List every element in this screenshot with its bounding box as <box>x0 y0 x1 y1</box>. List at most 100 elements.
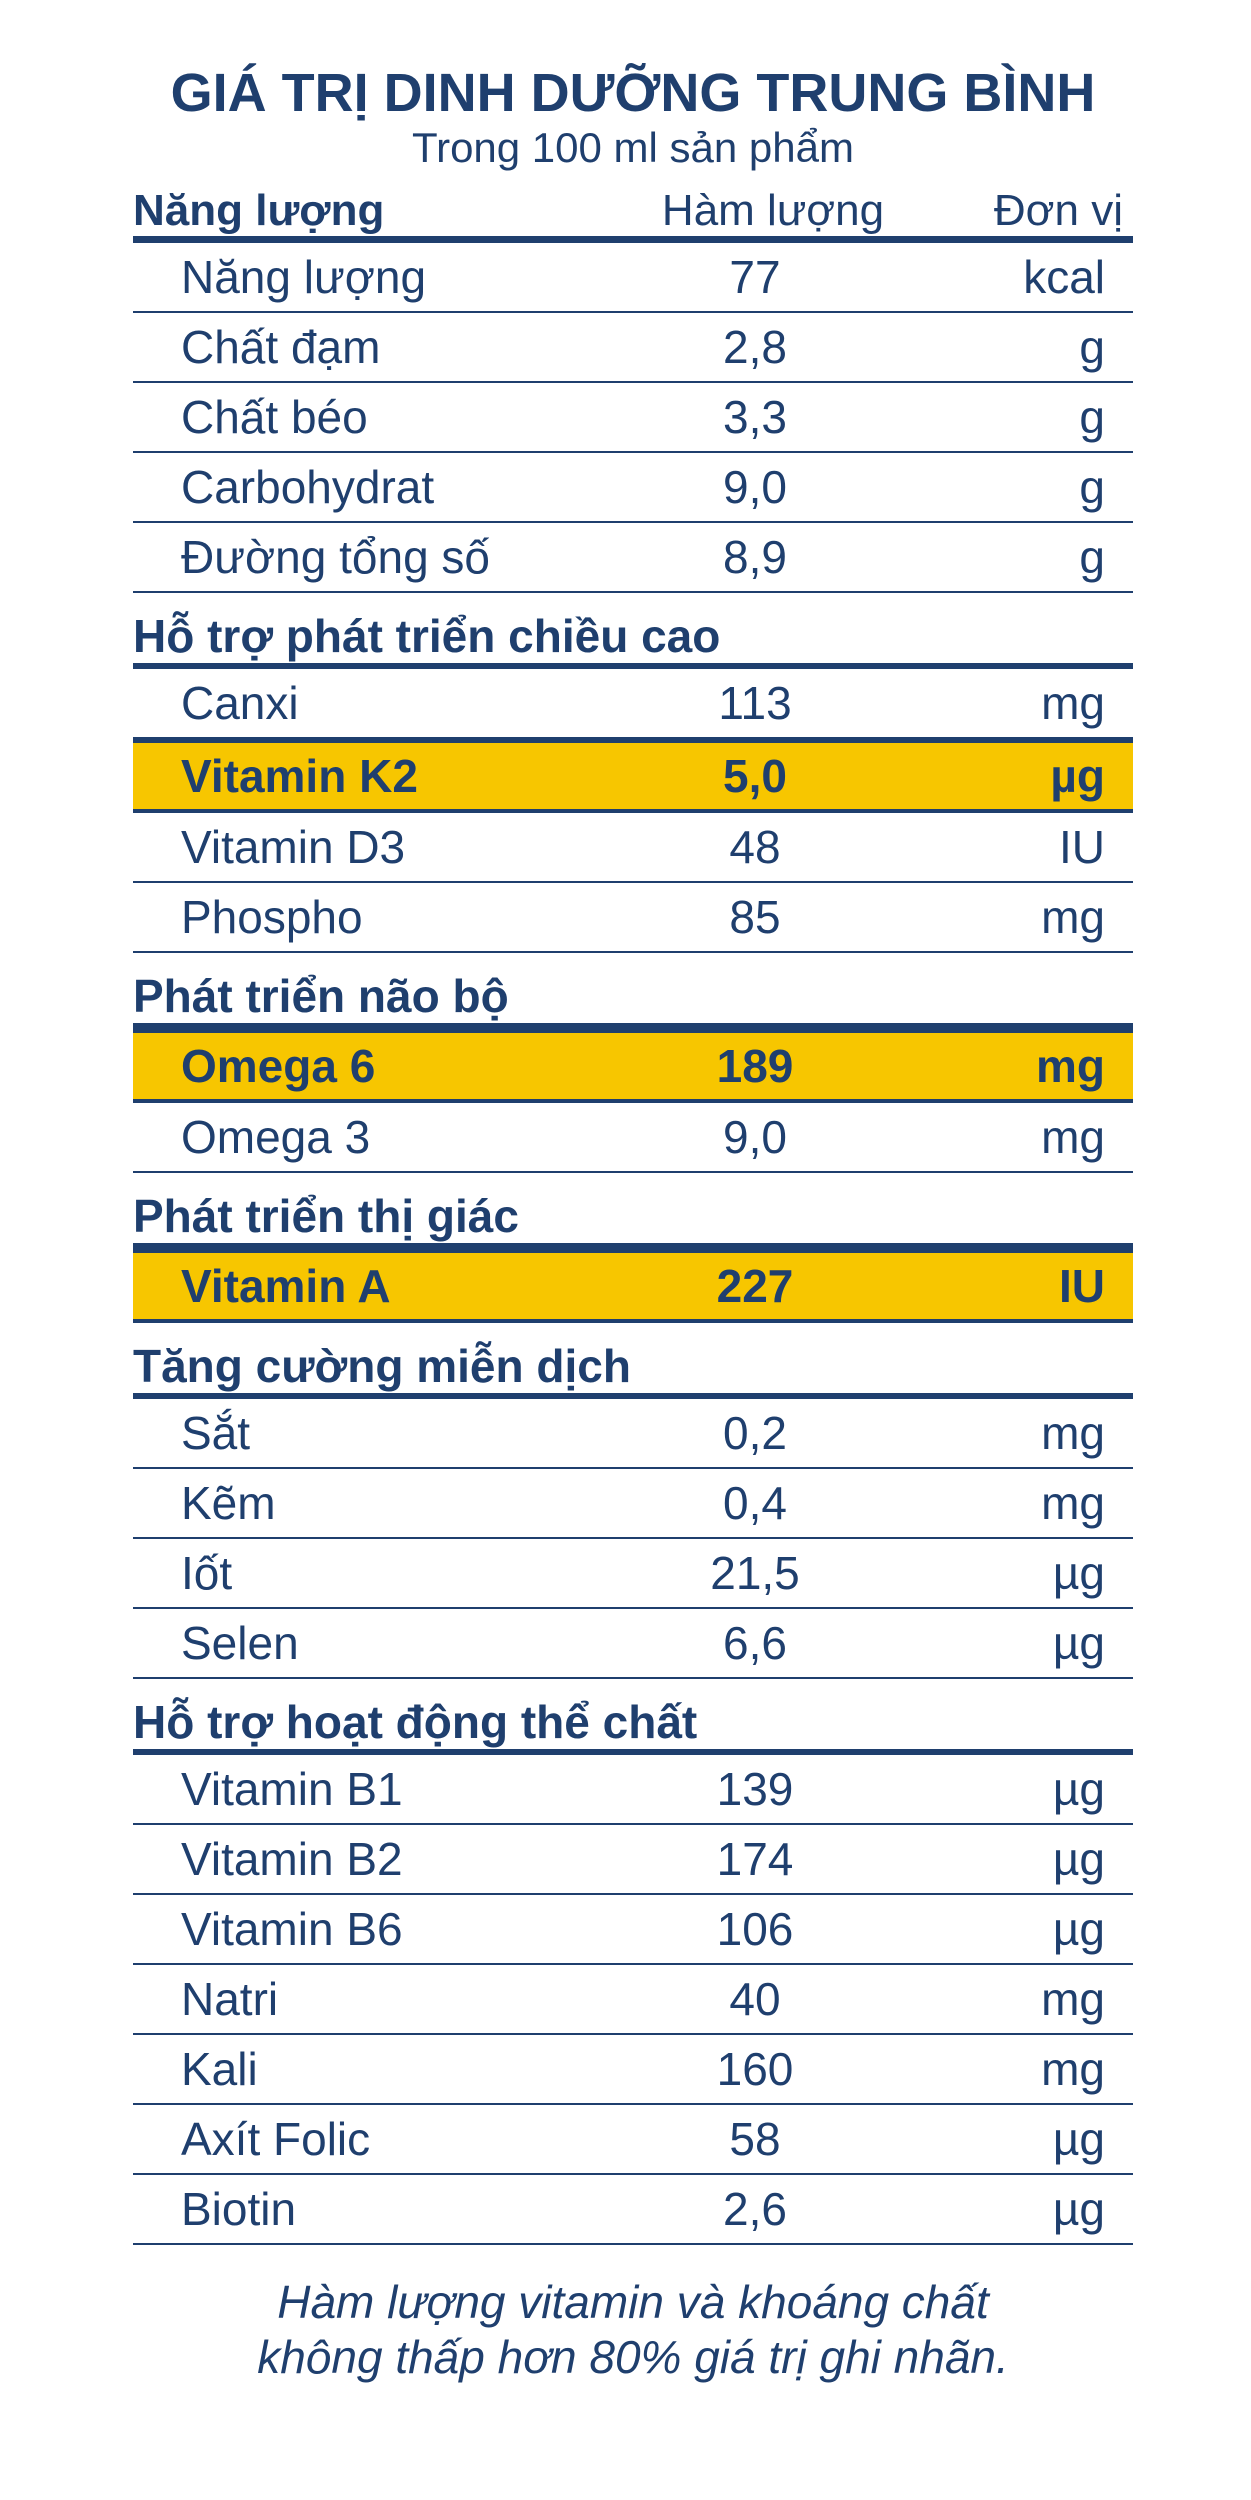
nutrient-unit: IU <box>1059 1259 1105 1312</box>
nutrient-unit: mg <box>1041 1476 1105 1529</box>
nutrient-value: 0,4 <box>723 1476 787 1529</box>
nutrient-value: 113 <box>718 676 792 729</box>
section-energy: Năng lượng 77 kcal Chất đạm 2,8 g Chất b… <box>133 243 1133 593</box>
nutrient-unit: µg <box>1052 1762 1105 1815</box>
nutrient-unit: mg <box>1041 1406 1105 1459</box>
nutrient-name: Carbohydrat <box>181 460 435 513</box>
nutrient-unit: mg <box>1041 890 1105 943</box>
nutrient-value: 8,9 <box>723 530 787 583</box>
section-title: Tăng cường miễn dịch <box>133 1323 1133 1399</box>
highlighted-row: Vitamin A 227 IU <box>133 1248 1133 1323</box>
nutrient-name: Vitamin B1 <box>181 1762 403 1815</box>
nutrient-name: Omega 6 <box>181 1039 376 1092</box>
nutrient-unit: g <box>1079 390 1105 443</box>
nutrient-name: Canxi <box>181 676 299 729</box>
nutrient-unit: µg <box>1052 1832 1105 1885</box>
nutrient-name: Phospho <box>181 890 363 943</box>
nutrient-name: Vitamin B6 <box>181 1902 403 1955</box>
table-row: Omega 3 9,0 mg <box>133 1103 1133 1173</box>
nutrient-name: Đường tổng số <box>181 530 491 583</box>
nutrient-value: 5,0 <box>723 749 787 802</box>
nutrient-value: 58 <box>729 2112 781 2165</box>
nutrient-unit: µg <box>1050 749 1105 802</box>
table-row: Biotin 2,6 µg <box>133 2175 1133 2245</box>
nutrient-name: Vitamin K2 <box>181 749 418 802</box>
table-row: Carbohydrat 9,0 g <box>133 453 1133 523</box>
panel-title: GIÁ TRỊ DINH DƯỠNG TRUNG BÌNH <box>170 63 1096 123</box>
table-row: Phospho 85 mg <box>133 883 1133 953</box>
table-row: Chất béo 3,3 g <box>133 383 1133 453</box>
nutrient-value: 2,8 <box>723 320 787 373</box>
nutrient-value: 85 <box>729 890 781 943</box>
nutrient-unit: mg <box>1041 1972 1105 2025</box>
nutrient-name: Kali <box>181 2042 258 2095</box>
table-row: Kẽm 0,4 mg <box>133 1469 1133 1539</box>
nutrient-name: Chất béo <box>181 390 368 443</box>
nutrient-unit: g <box>1079 320 1105 373</box>
table-row: Vitamin B1 139 µg <box>133 1755 1133 1825</box>
table-row: Sắt 0,2 mg <box>133 1399 1133 1469</box>
nutrient-unit: mg <box>1036 1039 1105 1092</box>
table-row: Năng lượng 77 kcal <box>133 243 1133 313</box>
nutrient-unit: mg <box>1041 676 1105 729</box>
nutrient-value: 106 <box>716 1902 794 1955</box>
nutrient-unit: kcal <box>1023 250 1105 303</box>
nutrient-name: Chất đạm <box>181 320 381 373</box>
nutrient-value: 21,5 <box>710 1546 800 1599</box>
nutrient-unit: µg <box>1052 1616 1105 1669</box>
nutrient-unit: µg <box>1052 1546 1105 1599</box>
nutrition-panel: GIÁ TRỊ DINH DƯỠNG TRUNG BÌNH Trong 100 … <box>133 63 1133 2385</box>
highlighted-row: Vitamin K2 5,0 µg <box>133 738 1133 813</box>
section-height: Hỗ trợ phát triển chiều cao Canxi 113 mg… <box>133 593 1133 953</box>
section-immunity: Tăng cường miễn dịch Sắt 0,2 mg Kẽm 0,4 … <box>133 1323 1133 1679</box>
column-header: Năng lượng Hàm lượng Đơn vị <box>133 178 1133 243</box>
nutrient-value: 40 <box>729 1972 781 2025</box>
section-physical: Hỗ trợ hoạt động thể chất Vitamin B1 139… <box>133 1679 1133 2245</box>
nutrient-name: Axít Folic <box>181 2112 371 2165</box>
nutrient-unit: mg <box>1041 1110 1105 1163</box>
section-title: Hỗ trợ phát triển chiều cao <box>133 593 1133 669</box>
nutrient-value: 189 <box>716 1039 794 1092</box>
nutrient-name: Vitamin D3 <box>181 820 406 873</box>
nutrient-name: Iốt <box>181 1546 233 1599</box>
nutrient-name: Vitamin A <box>181 1259 391 1312</box>
nutrient-value: 9,0 <box>723 460 787 513</box>
nutrient-value: 48 <box>729 820 781 873</box>
nutrient-value: 2,6 <box>723 2182 787 2235</box>
nutrient-unit: IU <box>1059 820 1105 873</box>
nutrient-name: Vitamin B2 <box>181 1832 403 1885</box>
nutrient-unit: µg <box>1052 2112 1105 2165</box>
nutrient-unit: µg <box>1052 2182 1105 2235</box>
nutrient-value: 77 <box>729 250 781 303</box>
table-row: Natri 40 mg <box>133 1965 1133 2035</box>
nutrient-unit: g <box>1079 530 1105 583</box>
table-row: Đường tổng số 8,9 g <box>133 523 1133 593</box>
footnote-line-2: không thấp hơn 80% giá trị ghi nhãn. <box>257 2330 1009 2383</box>
nutrient-name: Natri <box>181 1972 279 2025</box>
nutrient-name: Selen <box>181 1616 299 1669</box>
nutrient-name: Năng lượng <box>181 250 427 303</box>
nutrient-name: Omega 3 <box>181 1110 371 1163</box>
unit-header: Đơn vị <box>993 185 1123 235</box>
table-row: Vitamin B2 174 µg <box>133 1825 1133 1895</box>
nutrient-value: 174 <box>716 1832 794 1885</box>
highlighted-row: Omega 6 189 mg <box>133 1028 1133 1103</box>
amount-header: Hàm lượng <box>661 185 885 235</box>
table-row: Canxi 113 mg <box>133 669 1133 739</box>
nutrient-value: 6,6 <box>723 1616 787 1669</box>
nutrient-value: 9,0 <box>723 1110 787 1163</box>
nutrient-value: 0,2 <box>723 1406 787 1459</box>
nutrient-unit: µg <box>1052 1902 1105 1955</box>
category-header: Năng lượng <box>133 185 385 235</box>
nutrient-name: Biotin <box>181 2182 297 2235</box>
table-row: Iốt 21,5 µg <box>133 1539 1133 1609</box>
table-row: Chất đạm 2,8 g <box>133 313 1133 383</box>
section-brain: Phát triển não bộ Omega 6 189 mg Omega 3… <box>133 953 1133 1173</box>
nutrient-value: 160 <box>716 2042 794 2095</box>
footnote-line-1: Hàm lượng vitamin và khoáng chất <box>277 2275 989 2328</box>
table-row: Axít Folic 58 µg <box>133 2105 1133 2175</box>
table-row: Selen 6,6 µg <box>133 1609 1133 1679</box>
nutrient-value: 139 <box>716 1762 794 1815</box>
table-row: Vitamin B6 106 µg <box>133 1895 1133 1965</box>
nutrient-unit: g <box>1079 460 1105 513</box>
